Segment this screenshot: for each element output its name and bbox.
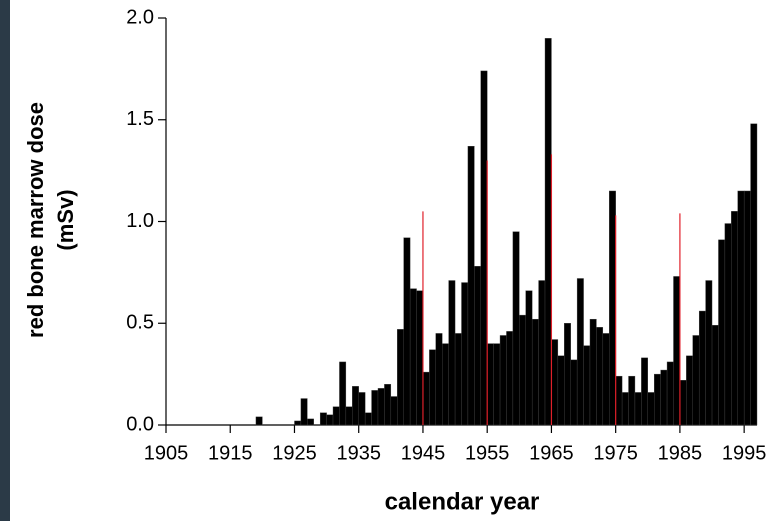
x-tick-label: 1955 [465, 442, 510, 464]
bar [692, 335, 700, 426]
bar [621, 392, 629, 426]
bar [397, 329, 404, 426]
y-tick-label: 1.0 [126, 210, 154, 232]
bar [589, 318, 597, 426]
bar [345, 406, 353, 426]
side-strip [0, 0, 10, 521]
bar [557, 355, 565, 426]
bar [615, 375, 623, 426]
bar [609, 190, 616, 426]
bar [531, 318, 539, 426]
bar [673, 276, 681, 426]
bar [461, 282, 469, 426]
bar [409, 288, 417, 426]
bar [467, 146, 475, 426]
bar [705, 280, 713, 426]
bar [339, 361, 347, 426]
bar [570, 359, 578, 426]
bar [583, 345, 591, 426]
bar [255, 416, 263, 426]
bar [416, 290, 424, 426]
bar [307, 418, 314, 426]
bar [634, 392, 642, 426]
x-tick-label: 1965 [529, 442, 574, 464]
bar [493, 343, 501, 426]
bar [435, 333, 443, 426]
bar [300, 398, 308, 426]
bar [499, 335, 507, 426]
bar [698, 310, 706, 426]
bar [390, 396, 398, 426]
bar [743, 190, 751, 426]
bar [358, 392, 366, 426]
bar [480, 70, 488, 426]
y-axis-label: red bone marrow dose [23, 102, 48, 338]
x-tick-label: 1935 [336, 442, 381, 464]
bar [647, 392, 655, 426]
x-tick-label: 1925 [272, 442, 317, 464]
bar [737, 190, 745, 426]
bar [332, 406, 340, 426]
bar [486, 343, 494, 426]
bar [711, 325, 719, 426]
bar [679, 380, 687, 426]
bar [377, 388, 385, 426]
bar [403, 237, 411, 426]
bar [448, 280, 456, 426]
bar [422, 371, 430, 426]
bar [519, 314, 526, 426]
bar [750, 123, 758, 426]
y-tick-label: 1.5 [126, 108, 154, 130]
bar [686, 355, 693, 426]
y-tick-label: 0.0 [126, 413, 154, 435]
y-tick-label: 0.5 [126, 312, 154, 334]
bar [576, 278, 584, 426]
x-axis-label: calendar year [385, 488, 540, 515]
y-axis-label: (mSv) [53, 189, 78, 250]
x-tick-label: 1975 [593, 442, 638, 464]
x-tick-label: 1915 [208, 442, 253, 464]
bar [628, 375, 636, 426]
bar [512, 231, 520, 426]
bar [654, 373, 661, 426]
bar [666, 361, 674, 426]
x-tick-label: 1905 [144, 442, 189, 464]
bar [294, 420, 302, 426]
x-tick-label: 1985 [658, 442, 703, 464]
bar [538, 280, 546, 426]
bar [371, 390, 379, 426]
bar [326, 414, 334, 426]
bar [544, 38, 552, 426]
x-tick-label: 1945 [401, 442, 446, 464]
bar [525, 290, 533, 426]
bar [384, 384, 392, 426]
x-tick-label: 1995 [722, 442, 767, 464]
bar [564, 323, 571, 426]
bar [641, 357, 648, 426]
bar [454, 333, 462, 426]
bar [474, 266, 481, 426]
bar [731, 211, 738, 426]
bar [596, 327, 604, 426]
y-tick-label: 2.0 [126, 6, 154, 28]
bar [602, 333, 610, 426]
bar [724, 223, 732, 426]
bar [506, 331, 514, 426]
bar [718, 239, 726, 426]
bar [352, 386, 359, 426]
bar [429, 349, 437, 426]
bar [364, 412, 372, 426]
bar [551, 339, 559, 426]
bar [442, 343, 449, 426]
bar [660, 369, 668, 426]
bar [319, 412, 327, 426]
